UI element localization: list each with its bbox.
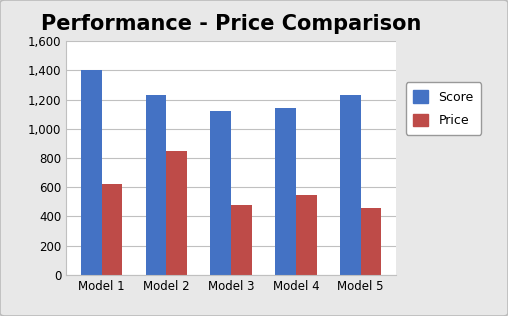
Bar (210, 111, 231, 275)
Legend: Score, Price: Score, Price (406, 82, 481, 135)
Bar (231, 205, 252, 275)
Bar (296, 195, 316, 275)
Bar (340, 95, 361, 275)
Bar (81, 70, 102, 275)
Bar (361, 208, 381, 275)
Bar (146, 95, 167, 275)
Bar (275, 108, 296, 275)
Bar (167, 151, 187, 275)
Title: Performance - Price Comparison: Performance - Price Comparison (41, 14, 421, 34)
Bar (102, 184, 122, 275)
